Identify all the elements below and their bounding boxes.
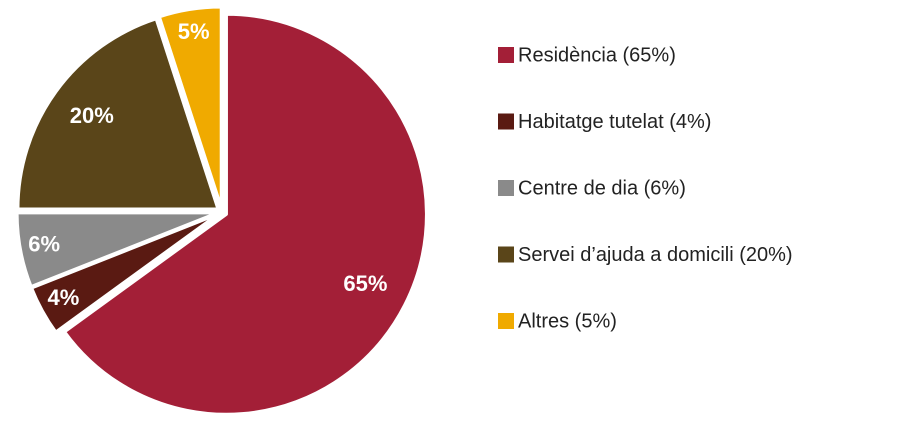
data-label: 4%	[47, 285, 79, 310]
data-label: 6%	[28, 232, 60, 257]
pie-slice	[16, 17, 220, 211]
pie-slice	[63, 12, 428, 416]
legend-label: Habitatge tutelat (4%)	[518, 111, 711, 133]
legend-label: Servei d’ajuda a domicili (20%)	[518, 244, 793, 266]
legend-swatch	[498, 113, 514, 130]
data-label: 65%	[343, 271, 387, 296]
legend-swatch	[498, 180, 514, 196]
data-label: 5%	[178, 19, 210, 44]
legend-swatch	[498, 246, 514, 263]
pie-slice	[15, 211, 219, 289]
legend-label: Altres (5%)	[518, 310, 617, 332]
legend-swatch	[498, 313, 514, 329]
pie-slice	[30, 212, 220, 334]
legend-label: Residència (65%)	[518, 44, 676, 66]
data-label: 20%	[70, 103, 114, 128]
pie-slice	[157, 5, 223, 209]
legend-label: Centre de dia (6%)	[518, 177, 686, 199]
legend-swatch	[498, 47, 514, 63]
